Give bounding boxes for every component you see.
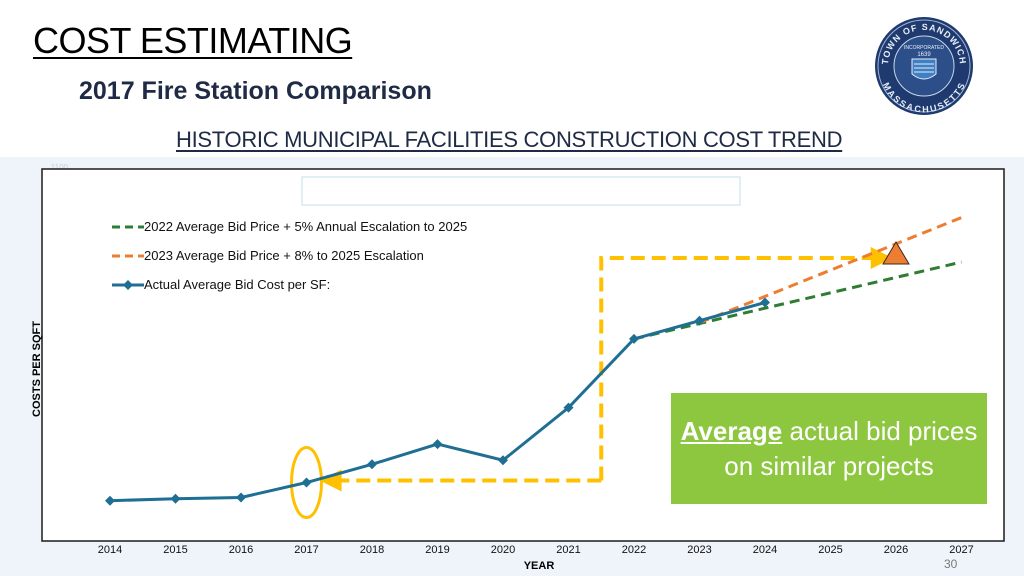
series-line-escalation-5	[633, 260, 962, 341]
town-seal-icon: TOWN OF SANDWICH MASSACHUSETTS INCORPORA…	[875, 17, 973, 115]
page-number: 30	[944, 557, 958, 571]
data-point-actual	[760, 297, 770, 308]
legend-label: Actual Average Bid Cost per SF:	[144, 277, 330, 292]
trend-heading: HISTORIC MUNICIPAL FACILITIES CONSTRUCTI…	[176, 127, 843, 152]
x-tick-label: 2026	[884, 544, 908, 556]
x-tick-label: 2027	[949, 544, 973, 556]
data-point-actual	[105, 495, 115, 506]
legend-marker-actual	[123, 280, 133, 290]
x-tick-label: 2018	[360, 544, 384, 556]
legend-label: 2022 Average Bid Price + 5% Annual Escal…	[144, 219, 467, 234]
average-callout: Average actual bid prices on similar pro…	[671, 393, 987, 504]
data-point-actual	[236, 492, 246, 503]
data-point-actual	[301, 477, 312, 488]
x-tick-label: 2024	[753, 544, 777, 556]
empty-title-box	[301, 176, 741, 206]
x-tick-label: 2017	[294, 544, 318, 556]
x-axis-title: YEAR	[524, 560, 555, 572]
legend-label: 2023 Average Bid Price + 8% to 2025 Esca…	[144, 248, 424, 263]
y-tick-label: 1100	[51, 163, 69, 172]
callout-text: actual bid prices on similar projects	[724, 415, 978, 481]
seal-year: 1639	[917, 52, 931, 58]
data-point-actual	[694, 315, 705, 326]
data-point-actual	[367, 459, 377, 470]
data-point-actual	[563, 402, 574, 413]
highlight-arrow-right	[599, 256, 877, 481]
cost-trend-chart: 30040050060070080090010001100 2022 Avera…	[31, 163, 1005, 572]
data-point-actual	[498, 455, 508, 466]
x-tick-label: 2023	[687, 544, 711, 556]
data-point-actual	[629, 333, 639, 344]
callout-emphasis: Average	[680, 415, 783, 446]
y-axis-title: COSTS PER SQFT	[31, 321, 43, 417]
data-point-actual	[432, 439, 443, 450]
x-tick-label: 2019	[425, 544, 449, 556]
slide-title: COST ESTIMATING	[33, 20, 353, 61]
highlight-ellipse	[290, 446, 323, 520]
x-tick-label: 2020	[491, 544, 515, 556]
x-tick-label: 2021	[556, 544, 580, 556]
slide-subtitle: 2017 Fire Station Comparison	[79, 77, 432, 105]
highlight-arrowhead-right	[870, 247, 893, 270]
data-point-actual	[170, 493, 181, 504]
x-tick-label: 2015	[163, 544, 187, 556]
triangle-marker	[882, 240, 910, 265]
seal-inner-text: INCORPORATED	[904, 45, 944, 51]
x-tick-label: 2022	[622, 544, 646, 556]
x-tick-label: 2016	[229, 544, 253, 556]
x-tick-label: 2014	[98, 544, 122, 556]
x-tick-label: 2025	[818, 544, 842, 556]
